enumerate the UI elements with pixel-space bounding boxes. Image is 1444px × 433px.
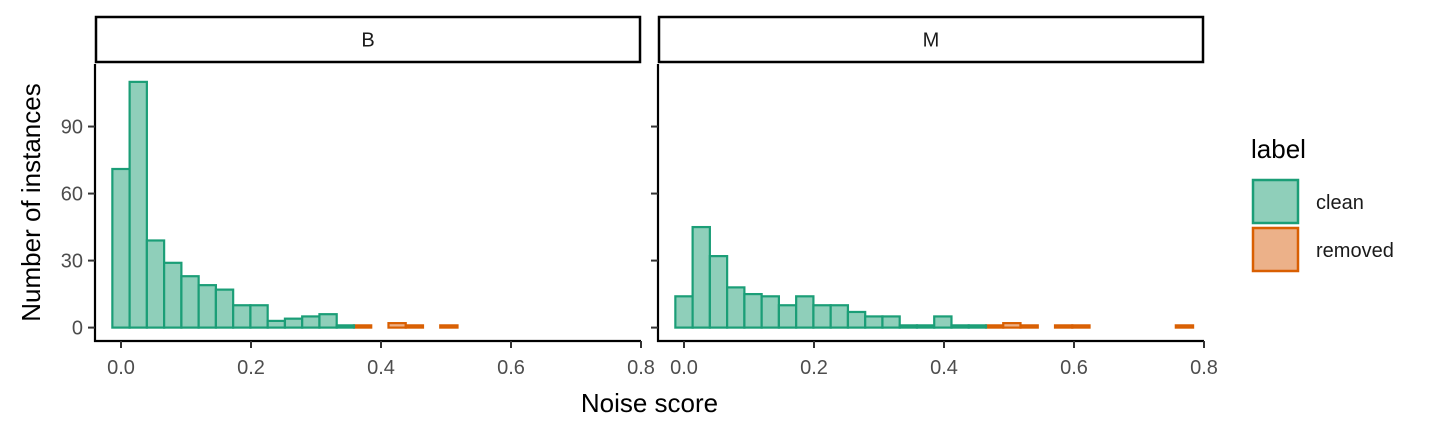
bar-clean <box>301 315 321 329</box>
bar-clean <box>708 255 729 329</box>
bar-clean <box>691 225 711 329</box>
x-tick-label: 0.0 <box>107 357 135 379</box>
bar-clean <box>180 275 200 329</box>
x-tick-label: 0.0 <box>670 357 698 379</box>
y-axis-title: Number of instances <box>16 83 46 321</box>
bar-clean <box>846 310 867 329</box>
bar-clean <box>726 286 746 329</box>
bar-clean <box>864 315 884 329</box>
facet-strip <box>657 15 1205 64</box>
bar-clean <box>214 288 235 329</box>
bar-removed <box>1071 324 1091 329</box>
bar-removed <box>984 324 1005 329</box>
bar-removed <box>1002 322 1022 329</box>
bar-clean <box>232 304 252 329</box>
series-removed <box>984 322 1195 329</box>
bar-clean <box>743 292 763 329</box>
bar-clean <box>145 239 166 329</box>
x-tick-label: 0.4 <box>930 357 958 379</box>
x-tick-label: 0.8 <box>627 357 655 379</box>
x-tick-label: 0.4 <box>367 357 395 379</box>
legend-key-removed <box>1251 226 1300 273</box>
bar-clean <box>283 317 304 329</box>
bar-clean <box>163 261 183 329</box>
bar-removed <box>352 324 373 329</box>
y-tick-label: 30 <box>61 251 83 273</box>
x-tick-label: 0.2 <box>237 357 265 379</box>
bar-clean <box>128 80 148 329</box>
x-tick-label: 0.6 <box>1060 357 1088 379</box>
bar-clean <box>335 324 356 329</box>
legend-label-clean: clean <box>1316 192 1364 214</box>
bar-clean <box>812 304 832 329</box>
x-tick-label: 0.6 <box>497 357 525 379</box>
bar-removed <box>1174 324 1195 329</box>
x-tick-label: 0.8 <box>1190 357 1218 379</box>
bar-clean <box>915 324 936 329</box>
facet-strip-label: B <box>361 30 374 52</box>
x-axis-title: Noise score <box>581 388 718 418</box>
legend-label-removed: removed <box>1316 240 1394 262</box>
bar-clean <box>795 295 815 329</box>
y-tick-label: 0 <box>72 318 83 340</box>
facet-panel-m: M 0.0 0.2 0.4 0.6 0.8 <box>651 15 1218 379</box>
bar-clean <box>197 284 218 329</box>
legend: label clean removed <box>1251 134 1394 273</box>
facet-strip <box>94 15 642 64</box>
bar-clean <box>777 304 798 329</box>
bar-removed <box>1053 324 1074 329</box>
bar-clean <box>933 315 953 329</box>
bar-clean <box>111 167 131 329</box>
y-tick-label: 90 <box>61 117 83 139</box>
bar-removed <box>387 322 407 329</box>
bar-removed <box>404 324 425 329</box>
bar-clean <box>318 313 338 329</box>
bar-removed <box>439 324 459 329</box>
series-clean <box>674 225 988 329</box>
bar-clean <box>881 315 901 329</box>
legend-key-clean <box>1251 178 1300 225</box>
y-tick-label: 60 <box>61 184 83 206</box>
bar-clean <box>674 295 694 329</box>
bar-clean <box>829 304 850 329</box>
facet-strip-label: M <box>923 30 940 52</box>
x-tick-label: 0.2 <box>800 357 828 379</box>
bar-clean <box>967 324 988 329</box>
bar-clean <box>760 295 781 329</box>
bar-clean <box>249 304 269 329</box>
bar-clean <box>950 324 970 329</box>
series-removed <box>352 322 459 329</box>
bar-clean <box>266 319 287 329</box>
bar-clean <box>898 324 919 329</box>
series-clean <box>111 80 356 329</box>
facet-panel-b: B 0.0 0.2 0.4 0.6 0.8 0 30 60 90 <box>61 15 655 379</box>
bar-removed <box>1019 324 1039 329</box>
legend-title: label <box>1251 134 1306 164</box>
